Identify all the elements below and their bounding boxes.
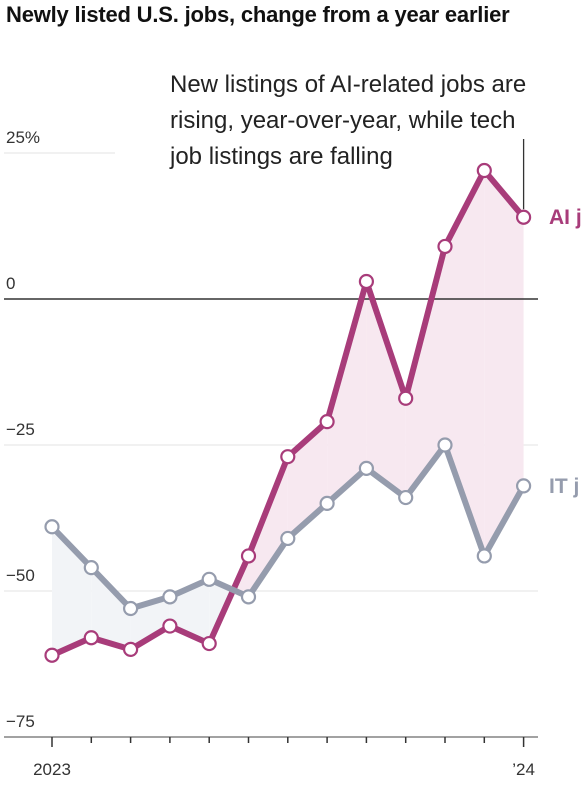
y-tick-label: −50 bbox=[6, 566, 35, 585]
it-jobs-point bbox=[123, 600, 139, 617]
it-jobs-point bbox=[398, 489, 414, 506]
it-jobs-point bbox=[476, 548, 492, 564]
y-tick-label: 25% bbox=[6, 128, 40, 147]
ai-jobs-point bbox=[123, 641, 139, 658]
ai-jobs-point bbox=[280, 449, 296, 465]
chart-title: Newly listed U.S. jobs, change from a ye… bbox=[6, 2, 510, 27]
it-jobs-point bbox=[437, 437, 453, 453]
y-tick-label: −25 bbox=[6, 420, 35, 439]
ai-jobs-point bbox=[201, 635, 217, 652]
it-jobs-point bbox=[515, 478, 532, 494]
it-jobs-point bbox=[83, 560, 99, 576]
it-jobs-point bbox=[280, 530, 296, 547]
it-jobs-point bbox=[201, 571, 217, 587]
ai-jobs-point bbox=[83, 630, 99, 646]
tick-labels: 25% 0 −25 −50 −75 2023 ’24 AI j IT j bbox=[6, 128, 582, 779]
gap-fill-area bbox=[405, 246, 445, 498]
it-jobs-point bbox=[358, 460, 374, 476]
ai-jobs-point bbox=[398, 390, 414, 406]
ai-jobs-point bbox=[44, 647, 60, 663]
ai-jobs-point bbox=[319, 414, 335, 430]
ai-jobs-point bbox=[437, 238, 453, 255]
gap-fill-area bbox=[366, 281, 406, 498]
it-jobs-point bbox=[44, 519, 60, 535]
ai-jobs-label: AI j bbox=[549, 206, 582, 229]
x-axis bbox=[4, 736, 538, 747]
ai-jobs-point bbox=[240, 548, 257, 564]
it-jobs-point bbox=[319, 495, 335, 511]
annotation-text-line: job listings are falling bbox=[169, 143, 393, 170]
gap-fill-area bbox=[445, 170, 485, 556]
it-jobs-point bbox=[240, 589, 257, 605]
y-tick-label: 0 bbox=[6, 274, 15, 293]
x-tick-label: ’24 bbox=[512, 760, 535, 779]
gap-fill-area bbox=[327, 281, 367, 504]
gap-fill-area bbox=[248, 456, 288, 597]
x-tick-label: 2023 bbox=[33, 760, 71, 779]
ai-jobs-point bbox=[358, 273, 374, 290]
annotation-text-line: rising, year-over-year, while tech bbox=[170, 107, 515, 134]
gap-fill-area bbox=[484, 170, 524, 556]
it-jobs-point bbox=[162, 589, 178, 605]
it-jobs-label: IT j bbox=[549, 475, 579, 498]
ai-jobs-point bbox=[515, 209, 532, 225]
gap-fill-area bbox=[130, 596, 170, 650]
annotation: New listings of AI-related jobs are risin… bbox=[169, 71, 526, 210]
gap-fill-area bbox=[91, 567, 131, 650]
ai-jobs-point bbox=[162, 618, 178, 634]
series-points bbox=[44, 162, 532, 663]
ai-jobs-point bbox=[476, 162, 492, 179]
annotation-text-line: New listings of AI-related jobs are bbox=[170, 71, 526, 98]
y-tick-label: −75 bbox=[6, 712, 35, 731]
series-fills bbox=[52, 170, 524, 656]
